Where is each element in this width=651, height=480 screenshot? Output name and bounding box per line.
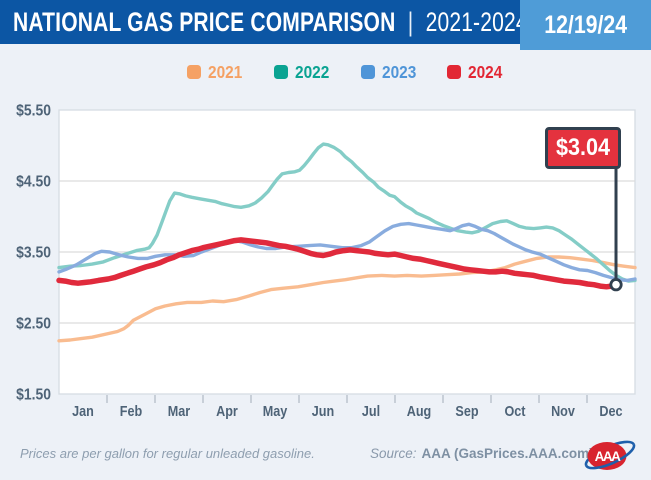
title-separator: | xyxy=(407,6,414,37)
x-axis-month-label: Nov xyxy=(551,403,575,419)
legend-label-2023: 2023 xyxy=(381,61,416,82)
date-badge: 12/19/24 xyxy=(520,0,651,50)
current-price-marker xyxy=(609,278,623,292)
legend-swatch-2021 xyxy=(186,65,201,79)
line-2023 xyxy=(57,221,637,283)
source-text: AAA (GasPrices.AAA.com) xyxy=(421,446,594,461)
x-axis-month-label: Feb xyxy=(120,403,142,419)
line-2021 xyxy=(57,255,637,343)
header-bar: NATIONAL GAS PRICE COMPARISON | 2021-202… xyxy=(0,0,528,44)
aaa-logo-swoosh-front xyxy=(585,443,636,470)
y-axis-tick-label: $4.50 xyxy=(16,173,51,191)
date-text: 12/19/24 xyxy=(544,10,627,39)
page-title: NATIONAL GAS PRICE COMPARISON | 2021-202… xyxy=(13,0,651,44)
chart-legend: 2021 2022 2023 2024 xyxy=(59,60,635,84)
line-2022 xyxy=(57,142,637,283)
x-axis-month-label: Mar xyxy=(168,403,191,419)
y-axis-tick-label: $5.50 xyxy=(16,102,51,120)
y-axis-tick-label: $1.50 xyxy=(16,386,51,404)
legend-swatch-2022 xyxy=(273,65,288,79)
price-callout: $3.04 xyxy=(545,127,621,169)
x-axis-month-label: Aug xyxy=(407,403,432,419)
x-axis-month-label: May xyxy=(263,403,288,419)
legend-label-2024: 2024 xyxy=(468,61,503,82)
x-axis-month-label: Dec xyxy=(599,403,623,419)
legend-swatch-2023 xyxy=(360,65,375,79)
price-callout-value: $3.04 xyxy=(555,134,611,161)
y-axis-tick-label: $2.50 xyxy=(16,315,51,333)
x-axis-month-label: Oct xyxy=(504,403,525,419)
y-axis-tick-label: $3.50 xyxy=(16,244,51,262)
x-axis-month-label: Jun xyxy=(312,403,334,419)
x-axis-month-label: Jan xyxy=(72,403,94,419)
line-2024 xyxy=(56,237,619,290)
title-year-range: 2021-2024 xyxy=(425,6,528,37)
legend-item-2021: 2021 xyxy=(186,61,247,83)
footnote: Prices are per gallon for regular unlead… xyxy=(20,446,315,461)
x-axis-month-label: Jul xyxy=(362,403,380,419)
aaa-logo-text: AAA xyxy=(595,449,621,464)
x-axis-month-label: Apr xyxy=(216,403,238,419)
legend-item-2022: 2022 xyxy=(273,61,334,83)
x-axis-month-label: Sep xyxy=(455,403,478,419)
source-attribution: Source: AAA (GasPrices.AAA.com) xyxy=(370,446,594,461)
legend-label-2021: 2021 xyxy=(207,61,242,82)
legend-item-2024: 2024 xyxy=(447,62,507,83)
legend-item-2023: 2023 xyxy=(360,61,421,83)
aaa-logo-oval xyxy=(587,442,627,470)
aaa-logo: AAA xyxy=(584,440,636,470)
legend-swatch-2024 xyxy=(447,65,462,79)
title-main: NATIONAL GAS PRICE COMPARISON xyxy=(13,6,396,37)
source-prefix: Source: xyxy=(370,446,417,461)
legend-label-2022: 2022 xyxy=(294,61,329,82)
